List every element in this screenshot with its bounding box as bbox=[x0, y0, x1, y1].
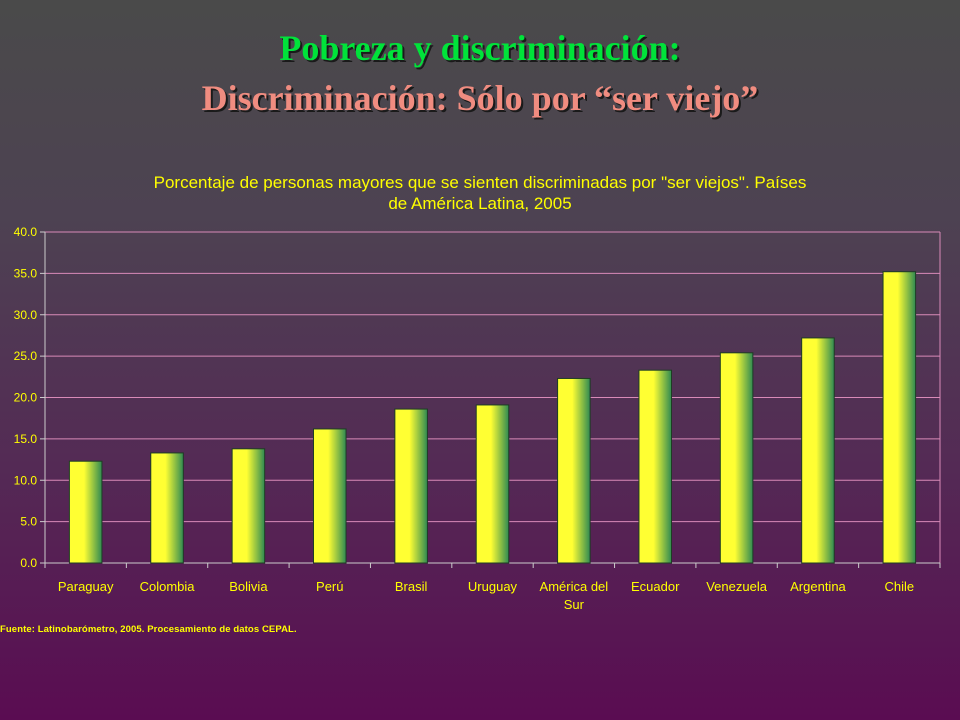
x-tick-label: Brasil bbox=[395, 579, 428, 594]
bar bbox=[719, 352, 754, 564]
x-tick-label: Paraguay bbox=[58, 579, 114, 594]
x-tick-label: Colombia bbox=[140, 579, 196, 594]
x-tick-label: América del bbox=[540, 579, 609, 594]
bar bbox=[638, 369, 672, 564]
x-tick-label: Argentina bbox=[790, 579, 846, 594]
bar bbox=[394, 408, 428, 564]
x-tick-label: Uruguay bbox=[468, 579, 518, 594]
y-tick-label: 15.0 bbox=[14, 432, 38, 446]
x-tick-label: Ecuador bbox=[631, 579, 680, 594]
x-tick-labels: Paraguay Colombia Bolivia Perú Brasil Uruguay… bbox=[58, 579, 914, 612]
bar bbox=[68, 460, 103, 564]
y-tick-label: 20.0 bbox=[14, 391, 38, 405]
chart-title-line-2: de América Latina, 2005 bbox=[388, 194, 572, 213]
chart-title: Porcentaje de personas mayores que se si… bbox=[60, 172, 900, 214]
bar bbox=[557, 377, 591, 564]
bar bbox=[150, 452, 184, 564]
bars bbox=[68, 271, 917, 564]
bar bbox=[475, 404, 510, 564]
y-tick-label: 10.0 bbox=[14, 473, 38, 487]
x-tick-label: Bolivia bbox=[229, 579, 268, 594]
x-tick-label: Perú bbox=[316, 579, 343, 594]
x-tick-label: Sur bbox=[564, 597, 585, 612]
slide-subtitle: Discriminación: Sólo por “ser viejo” bbox=[201, 78, 759, 118]
source-note: Fuente: Latinobarómetro, 2005. Procesami… bbox=[0, 624, 297, 635]
bar bbox=[313, 428, 347, 564]
bar bbox=[801, 337, 835, 564]
y-tick-labels: 0.0 5.0 10.0 15.0 20.0 25.0 30.0 35.0 40.0 bbox=[14, 225, 38, 570]
y-tick-label: 5.0 bbox=[20, 515, 37, 529]
y-tick-label: 0.0 bbox=[20, 556, 37, 570]
y-tick-label: 30.0 bbox=[14, 308, 38, 322]
y-tick-label: 40.0 bbox=[14, 225, 38, 239]
y-tick-label: 35.0 bbox=[14, 266, 38, 280]
x-tick-label: Venezuela bbox=[706, 579, 767, 594]
bar bbox=[231, 448, 266, 564]
y-tick-label: 25.0 bbox=[14, 349, 38, 363]
slide-title: Pobreza y discriminación: bbox=[279, 28, 681, 68]
x-tick-label: Chile bbox=[885, 579, 915, 594]
chart-title-line-1: Porcentaje de personas mayores que se si… bbox=[153, 173, 807, 192]
bar bbox=[882, 271, 917, 564]
